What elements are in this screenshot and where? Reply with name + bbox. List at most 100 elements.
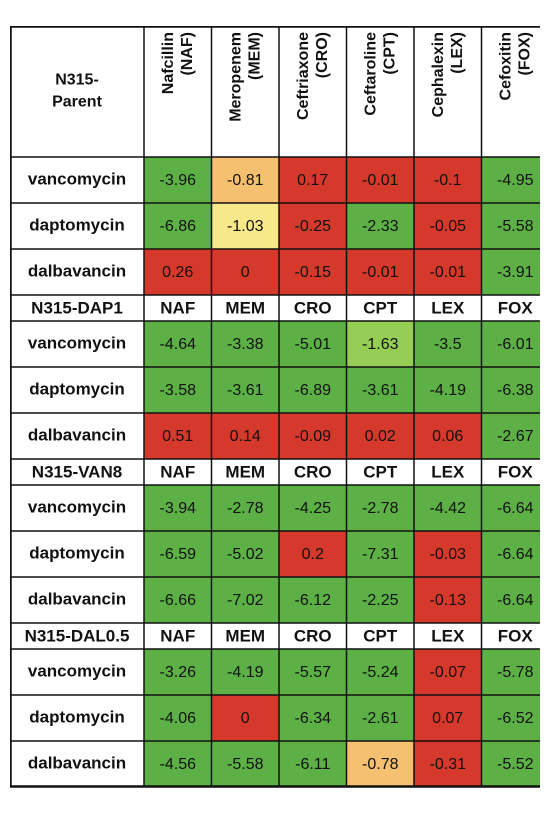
cell-value: -6.59 bbox=[160, 546, 197, 563]
cell-value: -7.31 bbox=[362, 546, 399, 563]
heatmap-cell bbox=[279, 741, 347, 787]
cell-value: 0 bbox=[241, 264, 250, 281]
cell-value: -0.05 bbox=[430, 218, 467, 235]
cell-value: -6.34 bbox=[295, 710, 332, 727]
heatmap-cell bbox=[211, 577, 279, 623]
heatmap-cell bbox=[481, 321, 540, 367]
column-header-fox: Cefoxitin (FOX) bbox=[497, 32, 533, 100]
cell-value: 0.26 bbox=[162, 264, 193, 281]
heatmap-cell bbox=[211, 157, 279, 203]
heatmap-cell bbox=[346, 203, 414, 249]
cell-value: -1.63 bbox=[362, 336, 399, 353]
cell-value: -3.26 bbox=[160, 664, 197, 681]
cell-value: -4.64 bbox=[160, 336, 197, 353]
cell-value: -5.52 bbox=[497, 756, 534, 773]
cell-value: 0.14 bbox=[230, 428, 261, 445]
cell-value: -0.01 bbox=[430, 264, 467, 281]
heatmap-cell bbox=[211, 695, 279, 741]
heatmap-cell bbox=[211, 413, 279, 459]
cell-value: -5.02 bbox=[227, 546, 264, 563]
cell-value: -4.19 bbox=[227, 664, 264, 681]
heatmap-cell bbox=[346, 249, 414, 295]
row-label-daptomycin: daptomycin bbox=[29, 543, 124, 562]
heatmap-cell bbox=[279, 321, 347, 367]
column-name: Nafcillin bbox=[160, 32, 177, 94]
heatmap-cell bbox=[144, 577, 212, 623]
cell-value: 0.17 bbox=[297, 172, 328, 189]
heatmap-cell bbox=[481, 649, 540, 695]
cell-value: -1.03 bbox=[227, 218, 264, 235]
heatmap-cell bbox=[414, 367, 482, 413]
row-label-daptomycin: daptomycin bbox=[29, 707, 124, 726]
group-abbr-cro: CRO bbox=[294, 462, 332, 481]
cell-value: -5.58 bbox=[497, 218, 534, 235]
group-abbr-fox: FOX bbox=[498, 462, 534, 481]
group-abbr-naf: NAF bbox=[160, 462, 195, 481]
cell-value: -6.66 bbox=[160, 592, 197, 609]
heatmap-cell bbox=[481, 203, 540, 249]
column-abbr: (NAF) bbox=[179, 32, 196, 76]
heatmap-cell bbox=[279, 203, 347, 249]
cell-value: -0.81 bbox=[227, 172, 264, 189]
heatmap-cell bbox=[279, 649, 347, 695]
heatmap-cell bbox=[144, 367, 212, 413]
heatmap-cell bbox=[279, 367, 347, 413]
heatmap-cell bbox=[414, 249, 482, 295]
heatmap-cell bbox=[279, 413, 347, 459]
group-abbr-fox: FOX bbox=[498, 626, 534, 645]
cell-value: -3.91 bbox=[497, 264, 534, 281]
heatmap-cell bbox=[346, 531, 414, 577]
group-abbr-fox: FOX bbox=[498, 298, 534, 317]
cell-value: -0.03 bbox=[430, 546, 467, 563]
cell-value: -6.52 bbox=[497, 710, 534, 727]
heatmap-cell bbox=[414, 577, 482, 623]
column-name: Meropenem bbox=[227, 32, 244, 122]
cell-value: 0.06 bbox=[432, 428, 463, 445]
cell-value: -6.89 bbox=[295, 382, 332, 399]
heatmap-cell bbox=[279, 157, 347, 203]
column-abbr: (MEM) bbox=[246, 32, 263, 80]
heatmap-cell bbox=[279, 577, 347, 623]
corner-label-line-1: N315- bbox=[55, 72, 99, 89]
heatmap-cell bbox=[144, 485, 212, 531]
heatmap-cell bbox=[346, 741, 414, 787]
cell-value: -6.38 bbox=[497, 382, 534, 399]
heatmap-cell bbox=[144, 531, 212, 577]
cell-value: -3.61 bbox=[362, 382, 399, 399]
cell-value: -4.06 bbox=[160, 710, 197, 727]
cell-value: -2.78 bbox=[362, 500, 399, 517]
heatmap-cell bbox=[211, 485, 279, 531]
heatmap-cell bbox=[414, 741, 482, 787]
heatmap-cell bbox=[211, 741, 279, 787]
group-abbr-mem: MEM bbox=[225, 626, 265, 645]
cell-value: -2.25 bbox=[362, 592, 399, 609]
heatmap-cell bbox=[481, 695, 540, 741]
heatmap-cell bbox=[414, 321, 482, 367]
column-header-lex: Cephalexin (LEX) bbox=[430, 32, 466, 117]
heatmap-cell bbox=[346, 321, 414, 367]
cell-value: -0.07 bbox=[430, 664, 467, 681]
cell-value: -6.64 bbox=[497, 546, 534, 563]
column-abbr: (LEX) bbox=[449, 32, 466, 74]
cell-value: -3.38 bbox=[227, 336, 264, 353]
group-abbr-cro: CRO bbox=[294, 626, 332, 645]
heatmap-cell bbox=[414, 203, 482, 249]
row-label-vancomycin: vancomycin bbox=[28, 169, 126, 188]
row-label-vancomycin: vancomycin bbox=[28, 661, 126, 680]
column-header-naf: Nafcillin (NAF) bbox=[160, 32, 196, 94]
column-name: Cefoxitin bbox=[497, 32, 514, 100]
cell-value: -3.96 bbox=[160, 172, 197, 189]
group-abbr-cpt: CPT bbox=[363, 462, 398, 481]
heatmap-cell bbox=[481, 531, 540, 577]
group-header-label: N315-VAN8 bbox=[32, 462, 122, 481]
heatmap-cell bbox=[481, 413, 540, 459]
cell-value: 0.2 bbox=[302, 546, 324, 563]
row-label-dalbavancin: dalbavancin bbox=[28, 589, 126, 608]
corner-label-line-2: Parent bbox=[52, 94, 102, 111]
group-header-label: N315-DAL0.5 bbox=[25, 626, 130, 645]
heatmap-cell bbox=[144, 695, 212, 741]
heatmap-cell bbox=[481, 249, 540, 295]
heatmap-cell bbox=[481, 157, 540, 203]
cell-value: -0.1 bbox=[434, 172, 462, 189]
cell-value: -0.01 bbox=[362, 264, 399, 281]
